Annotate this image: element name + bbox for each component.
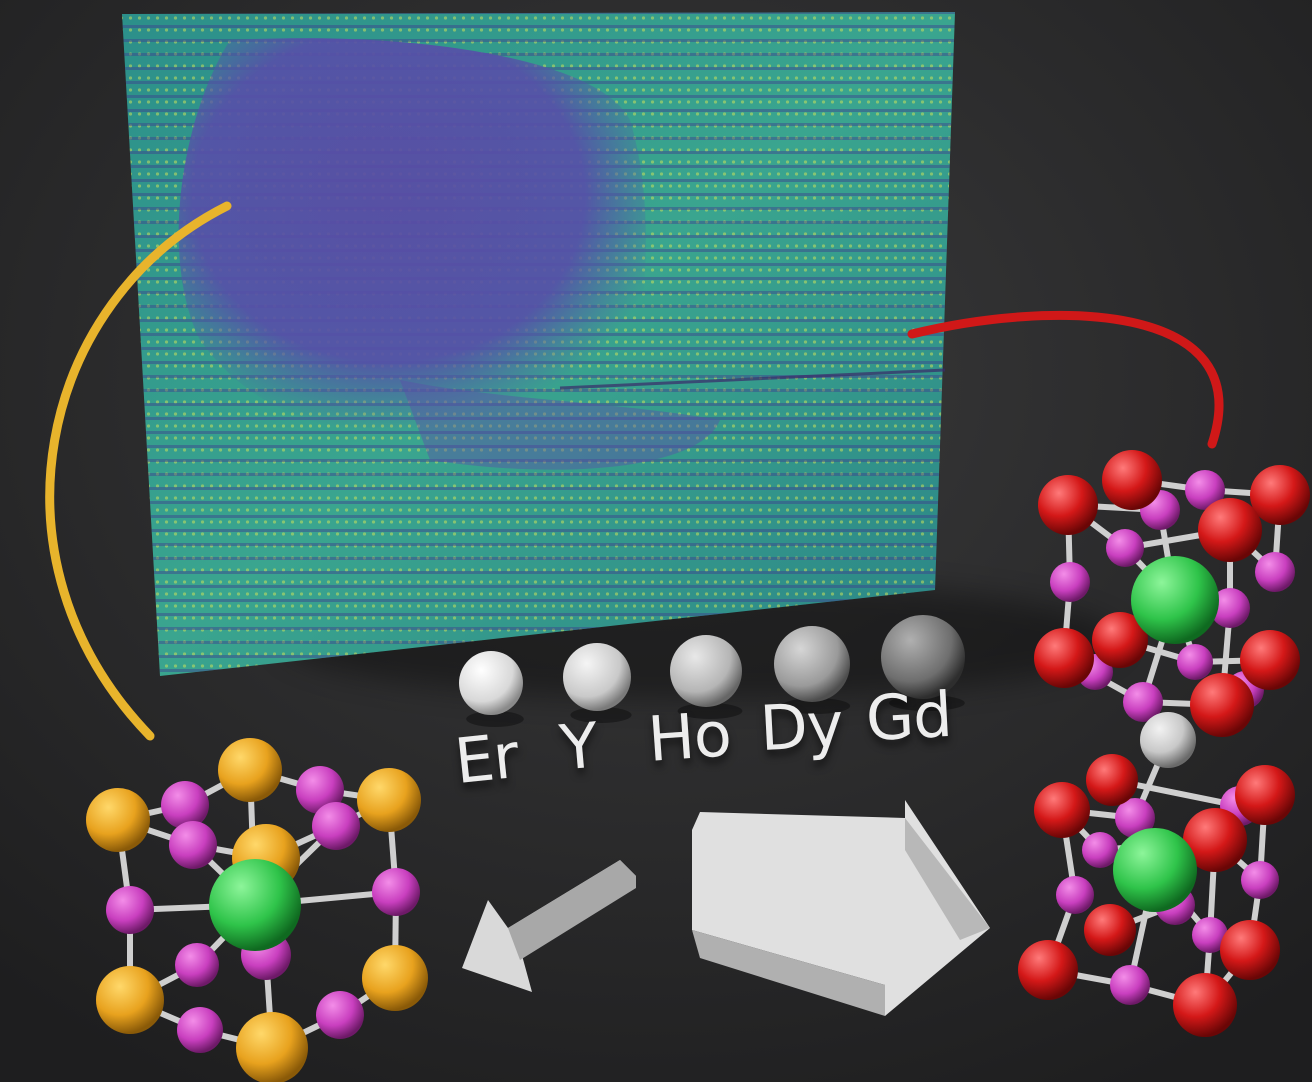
right-crystal-atom-small: [1192, 917, 1228, 953]
sphere-shadow: [781, 698, 851, 714]
left-crystal-atom-small: [312, 802, 360, 850]
right-crystal-atom-small: [1050, 562, 1090, 602]
right-crystal-atom-corner: [1034, 782, 1090, 838]
right-crystal-atom-corner: [1250, 465, 1310, 525]
left-crystal-atom-small: [106, 886, 154, 934]
left-crystal-atom-corner: [236, 1012, 308, 1082]
right-crystal-atom-small: [1241, 861, 1279, 899]
small-arrow: [462, 860, 636, 992]
right-crystal-atom-small: [1106, 529, 1144, 567]
right-crystal-atom-small: [1177, 644, 1213, 680]
right-crystal-atom-small: [1082, 832, 1118, 868]
right-crystal-atom-corner: [1086, 754, 1138, 806]
right-crystal-atom-corner: [1034, 628, 1094, 688]
left-crystal-atom-small: [296, 766, 344, 814]
right-crystal-atom-corner: [1183, 808, 1247, 872]
left-connector: [45, 201, 232, 741]
left-crystal-atom-corner: [362, 945, 428, 1011]
left-crystal-structure: [86, 738, 428, 1082]
right-crystal-atom-corner: [1102, 450, 1162, 510]
dark-domain: [178, 38, 646, 433]
right-crystal-atom-corner: [1018, 940, 1078, 1000]
right-crystal-atom-corner: [1240, 630, 1300, 690]
element-sphere-y: [563, 643, 631, 711]
large-arrow: [692, 800, 990, 1016]
left-crystal-atom-small: [169, 821, 217, 869]
element-sphere-dy: [774, 626, 850, 702]
right-crystal-atom-small: [1255, 552, 1295, 592]
right-crystal-atom-small: [1210, 588, 1250, 628]
element-sphere-gd: [881, 615, 965, 699]
right-crystal-atom-small: [1185, 470, 1225, 510]
right-crystal-atom-small: [1110, 965, 1150, 1005]
right-crystal-structure: [1018, 450, 1310, 1037]
sphere-shadow: [466, 711, 524, 727]
left-crystal-atom-small: [175, 943, 219, 987]
right-crystal-atom-corner: [1038, 475, 1098, 535]
right-crystal-atom-corner: [1198, 498, 1262, 562]
right-crystal-atom-corner: [1173, 973, 1237, 1037]
element-sphere-er: [459, 651, 523, 715]
right-crystal-atom-corner: [1235, 765, 1295, 825]
right-crystal-atom-central: [1131, 556, 1219, 644]
left-crystal-atom-small: [372, 868, 420, 916]
right-crystal-atom-small: [1115, 798, 1155, 838]
left-crystal-atom-small: [161, 781, 209, 829]
right-crystal-atom-corner: [1084, 904, 1136, 956]
right-crystal-atom-small: [1123, 682, 1163, 722]
left-crystal-atom-central: [209, 859, 301, 951]
left-crystal-atom-corner: [96, 966, 164, 1034]
right-crystal-atom-small: [1056, 876, 1094, 914]
sphere-shadow: [677, 703, 743, 719]
element-sphere-ho: [670, 635, 742, 707]
right-crystal-atom-central: [1113, 828, 1197, 912]
right-crystal-atom-corner: [1092, 612, 1148, 668]
sphere-shadow: [570, 707, 632, 723]
left-crystal-atom-small: [316, 991, 364, 1039]
left-crystal-atom-corner: [86, 788, 150, 852]
left-crystal-atom-corner: [218, 738, 282, 802]
microscopy-image: [122, 12, 955, 676]
dark-domain-extension: [400, 380, 720, 470]
right-crystal-atom-corner: [1190, 673, 1254, 737]
right-crystal-atom-corner: [1220, 920, 1280, 980]
element-spheres: [459, 615, 965, 727]
boundary-line: [559, 368, 946, 390]
right-crystal-atom-link: [1140, 712, 1196, 768]
sphere-shadow: [889, 695, 965, 711]
right-connector: [907, 310, 1224, 449]
left-crystal-atom-corner: [357, 768, 421, 832]
left-crystal-atom-small: [177, 1007, 223, 1053]
